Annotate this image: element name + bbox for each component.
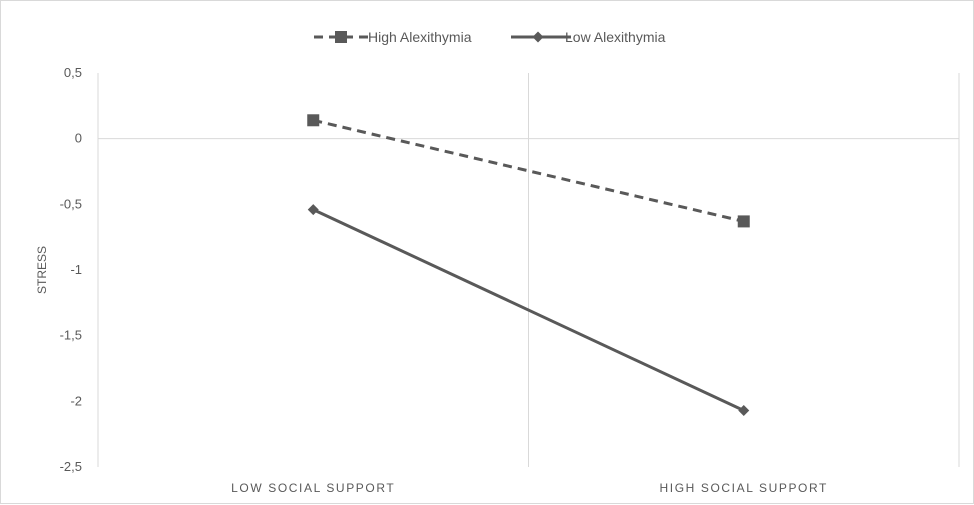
label-layer: 0,5 0 -0,5 -1 -1,5 -2 -2,5 LOW SOCIAL SUPPORT HI… — [35, 65, 828, 495]
y-tick-label: -1 — [70, 262, 82, 277]
y-tick-label: 0,5 — [64, 65, 82, 80]
y-tick-label: -2,5 — [60, 459, 82, 474]
series-high-alexithymia — [307, 114, 750, 228]
grid-layer — [97, 73, 960, 467]
y-tick-label: -1,5 — [60, 328, 82, 343]
y-tick-label: -0,5 — [60, 196, 82, 211]
series-low-alexithymia — [307, 204, 750, 417]
legend-item: Low Alexithymia — [511, 29, 666, 45]
y-tick-label: 0 — [75, 131, 82, 146]
data-point-marker — [307, 204, 319, 216]
series-layer — [307, 114, 750, 417]
y-tick-label: -2 — [70, 393, 82, 408]
y-axis-title: STRESS — [35, 246, 49, 294]
series-line — [312, 118, 745, 223]
x-category-label: HIGH SOCIAL SUPPORT — [660, 481, 828, 495]
data-point-marker — [737, 215, 750, 228]
data-point-marker — [307, 114, 320, 127]
legend-swatch-marker — [532, 31, 544, 43]
legend-label: Low Alexithymia — [565, 29, 666, 45]
legend-swatch-marker — [335, 31, 347, 43]
series-line — [312, 208, 745, 412]
data-point-marker — [738, 405, 750, 417]
x-category-label: LOW SOCIAL SUPPORT — [231, 481, 395, 495]
legend-label: High Alexithymia — [368, 29, 472, 45]
legend: High Alexithymia Low Alexithymia — [314, 29, 666, 45]
legend-item: High Alexithymia — [314, 29, 472, 45]
